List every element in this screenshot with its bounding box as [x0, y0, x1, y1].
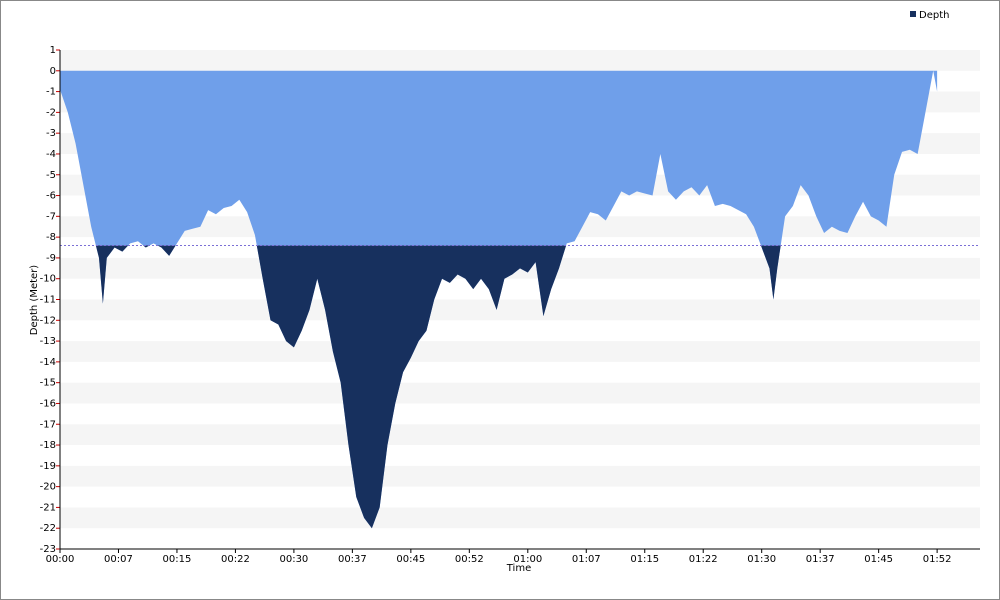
y-tick-label: -3 [46, 128, 56, 139]
y-tick-label: -13 [40, 336, 56, 347]
x-tick-label: 01:00 [513, 554, 542, 565]
x-tick-label: 00:00 [46, 554, 75, 565]
y-tick-label: -15 [40, 378, 56, 389]
x-tick-label: 01:07 [572, 554, 601, 565]
x-tick-label: 00:52 [455, 554, 484, 565]
x-tick-label: 01:37 [806, 554, 835, 565]
x-tick-label: 00:45 [396, 554, 425, 565]
y-tick-label: -19 [40, 461, 56, 472]
y-tick-label: -5 [46, 170, 56, 181]
y-tick-label: -16 [40, 398, 56, 409]
grid-band [60, 50, 980, 71]
y-tick-label: -9 [46, 253, 56, 264]
x-tick-label: 00:30 [279, 554, 308, 565]
grid-band [60, 424, 980, 446]
grid-band [60, 382, 980, 404]
grid-band [60, 465, 980, 487]
y-tick-label: -20 [40, 482, 56, 493]
y-tick-label: -23 [40, 544, 56, 555]
x-tick-label: 01:52 [923, 554, 952, 565]
y-tick-label: -17 [40, 419, 56, 430]
y-axis-label: Depth (Meter) [29, 265, 40, 336]
y-tick-label: -8 [46, 232, 56, 243]
y-tick-label: -4 [46, 149, 56, 160]
x-tick-label: 00:07 [104, 554, 133, 565]
x-tick-label: 00:22 [221, 554, 250, 565]
y-tick-label: -10 [40, 274, 56, 285]
y-tick-label: -1 [46, 87, 56, 98]
y-tick-label: -18 [40, 440, 56, 451]
y-tick-label: -7 [46, 211, 56, 222]
grid-band [60, 299, 980, 321]
y-tick-label: -11 [40, 295, 56, 306]
x-tick-label: 01:30 [747, 554, 776, 565]
legend-label: Depth [919, 10, 949, 21]
y-tick-label: -21 [40, 502, 56, 513]
grid-band [60, 507, 980, 529]
x-tick-label: 01:15 [630, 554, 659, 565]
x-tick-label: 01:45 [864, 554, 893, 565]
x-tick-label: 00:37 [338, 554, 367, 565]
y-tick-label: -2 [46, 107, 56, 118]
y-tick-label: 0 [50, 66, 56, 77]
grid-band [60, 341, 980, 362]
x-tick-label: 00:15 [163, 554, 192, 565]
y-tick-label: -6 [46, 191, 56, 202]
y-tick-label: 1 [50, 45, 56, 56]
legend-swatch [910, 11, 916, 17]
y-tick-label: -14 [40, 357, 56, 368]
y-tick-label: -12 [40, 315, 56, 326]
x-axis-label: Time [506, 563, 531, 574]
y-tick-label: -22 [40, 523, 56, 534]
x-tick-label: 01:22 [689, 554, 718, 565]
plot [60, 70, 980, 529]
